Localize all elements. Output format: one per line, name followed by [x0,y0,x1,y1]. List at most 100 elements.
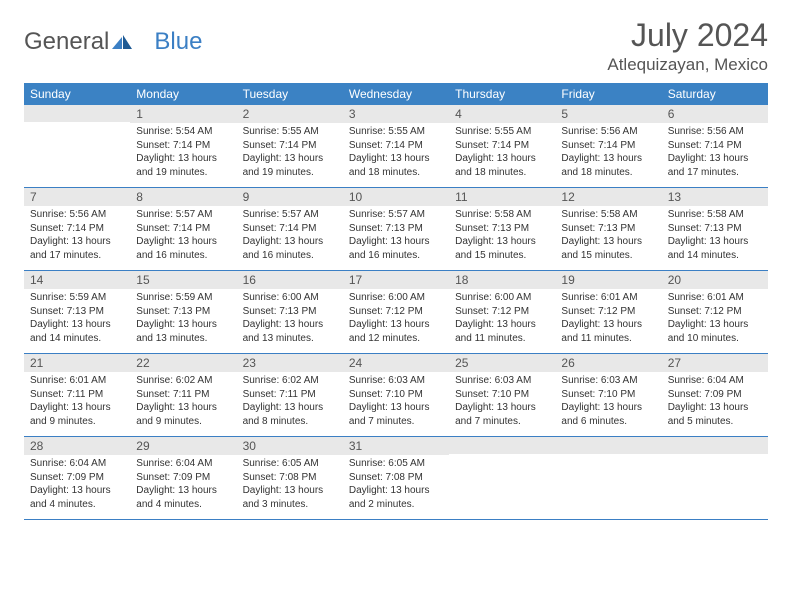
day-number: 21 [24,354,130,372]
calendar-cell: 5Sunrise: 5:56 AMSunset: 7:14 PMDaylight… [555,105,661,188]
calendar-cell: 28Sunrise: 6:04 AMSunset: 7:09 PMDayligh… [24,437,130,520]
calendar-cell: 24Sunrise: 6:03 AMSunset: 7:10 PMDayligh… [343,354,449,437]
day-number: 24 [343,354,449,372]
calendar-week-row: 14Sunrise: 5:59 AMSunset: 7:13 PMDayligh… [24,271,768,354]
calendar-cell: 22Sunrise: 6:02 AMSunset: 7:11 PMDayligh… [130,354,236,437]
calendar-cell: 19Sunrise: 6:01 AMSunset: 7:12 PMDayligh… [555,271,661,354]
day-number: 22 [130,354,236,372]
day-details: Sunrise: 5:56 AMSunset: 7:14 PMDaylight:… [24,206,130,264]
calendar-cell: 10Sunrise: 5:57 AMSunset: 7:13 PMDayligh… [343,188,449,271]
day-number: 12 [555,188,661,206]
calendar-week-row: 1Sunrise: 5:54 AMSunset: 7:14 PMDaylight… [24,105,768,188]
day-number: 19 [555,271,661,289]
calendar-cell: 6Sunrise: 5:56 AMSunset: 7:14 PMDaylight… [662,105,768,188]
day-details: Sunrise: 6:01 AMSunset: 7:11 PMDaylight:… [24,372,130,430]
day-number: 3 [343,105,449,123]
calendar-cell: 9Sunrise: 5:57 AMSunset: 7:14 PMDaylight… [237,188,343,271]
day-number: 2 [237,105,343,123]
calendar-week-row: 7Sunrise: 5:56 AMSunset: 7:14 PMDaylight… [24,188,768,271]
calendar-cell: 18Sunrise: 6:00 AMSunset: 7:12 PMDayligh… [449,271,555,354]
calendar-body: 1Sunrise: 5:54 AMSunset: 7:14 PMDaylight… [24,105,768,520]
day-number: 20 [662,271,768,289]
day-details: Sunrise: 5:57 AMSunset: 7:14 PMDaylight:… [237,206,343,264]
day-number: 29 [130,437,236,455]
calendar-cell [24,105,130,188]
calendar-cell: 12Sunrise: 5:58 AMSunset: 7:13 PMDayligh… [555,188,661,271]
day-number: 31 [343,437,449,455]
day-details: Sunrise: 6:01 AMSunset: 7:12 PMDaylight:… [555,289,661,347]
day-details: Sunrise: 5:57 AMSunset: 7:14 PMDaylight:… [130,206,236,264]
calendar-cell: 15Sunrise: 5:59 AMSunset: 7:13 PMDayligh… [130,271,236,354]
day-number: 14 [24,271,130,289]
calendar-cell: 1Sunrise: 5:54 AMSunset: 7:14 PMDaylight… [130,105,236,188]
day-number: 26 [555,354,661,372]
calendar-cell: 11Sunrise: 5:58 AMSunset: 7:13 PMDayligh… [449,188,555,271]
calendar-cell [449,437,555,520]
weekday-header: Tuesday [237,83,343,105]
day-details: Sunrise: 5:55 AMSunset: 7:14 PMDaylight:… [343,123,449,181]
day-details: Sunrise: 5:56 AMSunset: 7:14 PMDaylight:… [555,123,661,181]
weekday-header-row: SundayMondayTuesdayWednesdayThursdayFrid… [24,83,768,105]
weekday-header: Sunday [24,83,130,105]
day-number: 5 [555,105,661,123]
calendar-table: SundayMondayTuesdayWednesdayThursdayFrid… [24,83,768,520]
day-number: 16 [237,271,343,289]
day-number: 15 [130,271,236,289]
day-number: 7 [24,188,130,206]
calendar-cell: 29Sunrise: 6:04 AMSunset: 7:09 PMDayligh… [130,437,236,520]
day-details: Sunrise: 6:04 AMSunset: 7:09 PMDaylight:… [24,455,130,513]
day-details: Sunrise: 5:55 AMSunset: 7:14 PMDaylight:… [237,123,343,181]
calendar-cell: 16Sunrise: 6:00 AMSunset: 7:13 PMDayligh… [237,271,343,354]
day-details: Sunrise: 6:02 AMSunset: 7:11 PMDaylight:… [130,372,236,430]
day-details: Sunrise: 6:01 AMSunset: 7:12 PMDaylight:… [662,289,768,347]
day-number: 9 [237,188,343,206]
day-details: Sunrise: 5:59 AMSunset: 7:13 PMDaylight:… [130,289,236,347]
calendar-cell: 20Sunrise: 6:01 AMSunset: 7:12 PMDayligh… [662,271,768,354]
day-details: Sunrise: 6:02 AMSunset: 7:11 PMDaylight:… [237,372,343,430]
calendar-cell [555,437,661,520]
calendar-cell: 2Sunrise: 5:55 AMSunset: 7:14 PMDaylight… [237,105,343,188]
day-details: Sunrise: 5:59 AMSunset: 7:13 PMDaylight:… [24,289,130,347]
day-number: 28 [24,437,130,455]
day-details: Sunrise: 6:05 AMSunset: 7:08 PMDaylight:… [343,455,449,513]
location: Atlequizayan, Mexico [607,55,768,75]
calendar-cell: 26Sunrise: 6:03 AMSunset: 7:10 PMDayligh… [555,354,661,437]
logo-sail-icon [112,35,132,49]
weekday-header: Thursday [449,83,555,105]
day-number: 13 [662,188,768,206]
day-details: Sunrise: 5:58 AMSunset: 7:13 PMDaylight:… [449,206,555,264]
day-details: Sunrise: 5:58 AMSunset: 7:13 PMDaylight:… [555,206,661,264]
calendar-cell: 14Sunrise: 5:59 AMSunset: 7:13 PMDayligh… [24,271,130,354]
empty-day-number [555,437,661,454]
day-details: Sunrise: 6:00 AMSunset: 7:12 PMDaylight:… [449,289,555,347]
weekday-header: Wednesday [343,83,449,105]
calendar-cell: 8Sunrise: 5:57 AMSunset: 7:14 PMDaylight… [130,188,236,271]
calendar-cell: 13Sunrise: 5:58 AMSunset: 7:13 PMDayligh… [662,188,768,271]
calendar-cell: 21Sunrise: 6:01 AMSunset: 7:11 PMDayligh… [24,354,130,437]
header: General Blue July 2024 Atlequizayan, Mex… [24,18,768,75]
calendar-cell: 30Sunrise: 6:05 AMSunset: 7:08 PMDayligh… [237,437,343,520]
calendar-cell: 27Sunrise: 6:04 AMSunset: 7:09 PMDayligh… [662,354,768,437]
calendar-week-row: 21Sunrise: 6:01 AMSunset: 7:11 PMDayligh… [24,354,768,437]
day-number: 23 [237,354,343,372]
day-number: 8 [130,188,236,206]
calendar-cell: 25Sunrise: 6:03 AMSunset: 7:10 PMDayligh… [449,354,555,437]
empty-day-number [662,437,768,454]
empty-day-number [24,105,130,122]
day-number: 10 [343,188,449,206]
day-details: Sunrise: 5:56 AMSunset: 7:14 PMDaylight:… [662,123,768,181]
month-title: July 2024 [607,18,768,53]
day-number: 11 [449,188,555,206]
weekday-header: Friday [555,83,661,105]
empty-day-number [449,437,555,454]
day-number: 4 [449,105,555,123]
day-details: Sunrise: 5:57 AMSunset: 7:13 PMDaylight:… [343,206,449,264]
logo-text-1: General [24,28,109,56]
day-number: 18 [449,271,555,289]
calendar-cell: 7Sunrise: 5:56 AMSunset: 7:14 PMDaylight… [24,188,130,271]
day-details: Sunrise: 5:58 AMSunset: 7:13 PMDaylight:… [662,206,768,264]
calendar-cell: 17Sunrise: 6:00 AMSunset: 7:12 PMDayligh… [343,271,449,354]
calendar-cell: 31Sunrise: 6:05 AMSunset: 7:08 PMDayligh… [343,437,449,520]
day-details: Sunrise: 6:00 AMSunset: 7:13 PMDaylight:… [237,289,343,347]
calendar-cell: 23Sunrise: 6:02 AMSunset: 7:11 PMDayligh… [237,354,343,437]
